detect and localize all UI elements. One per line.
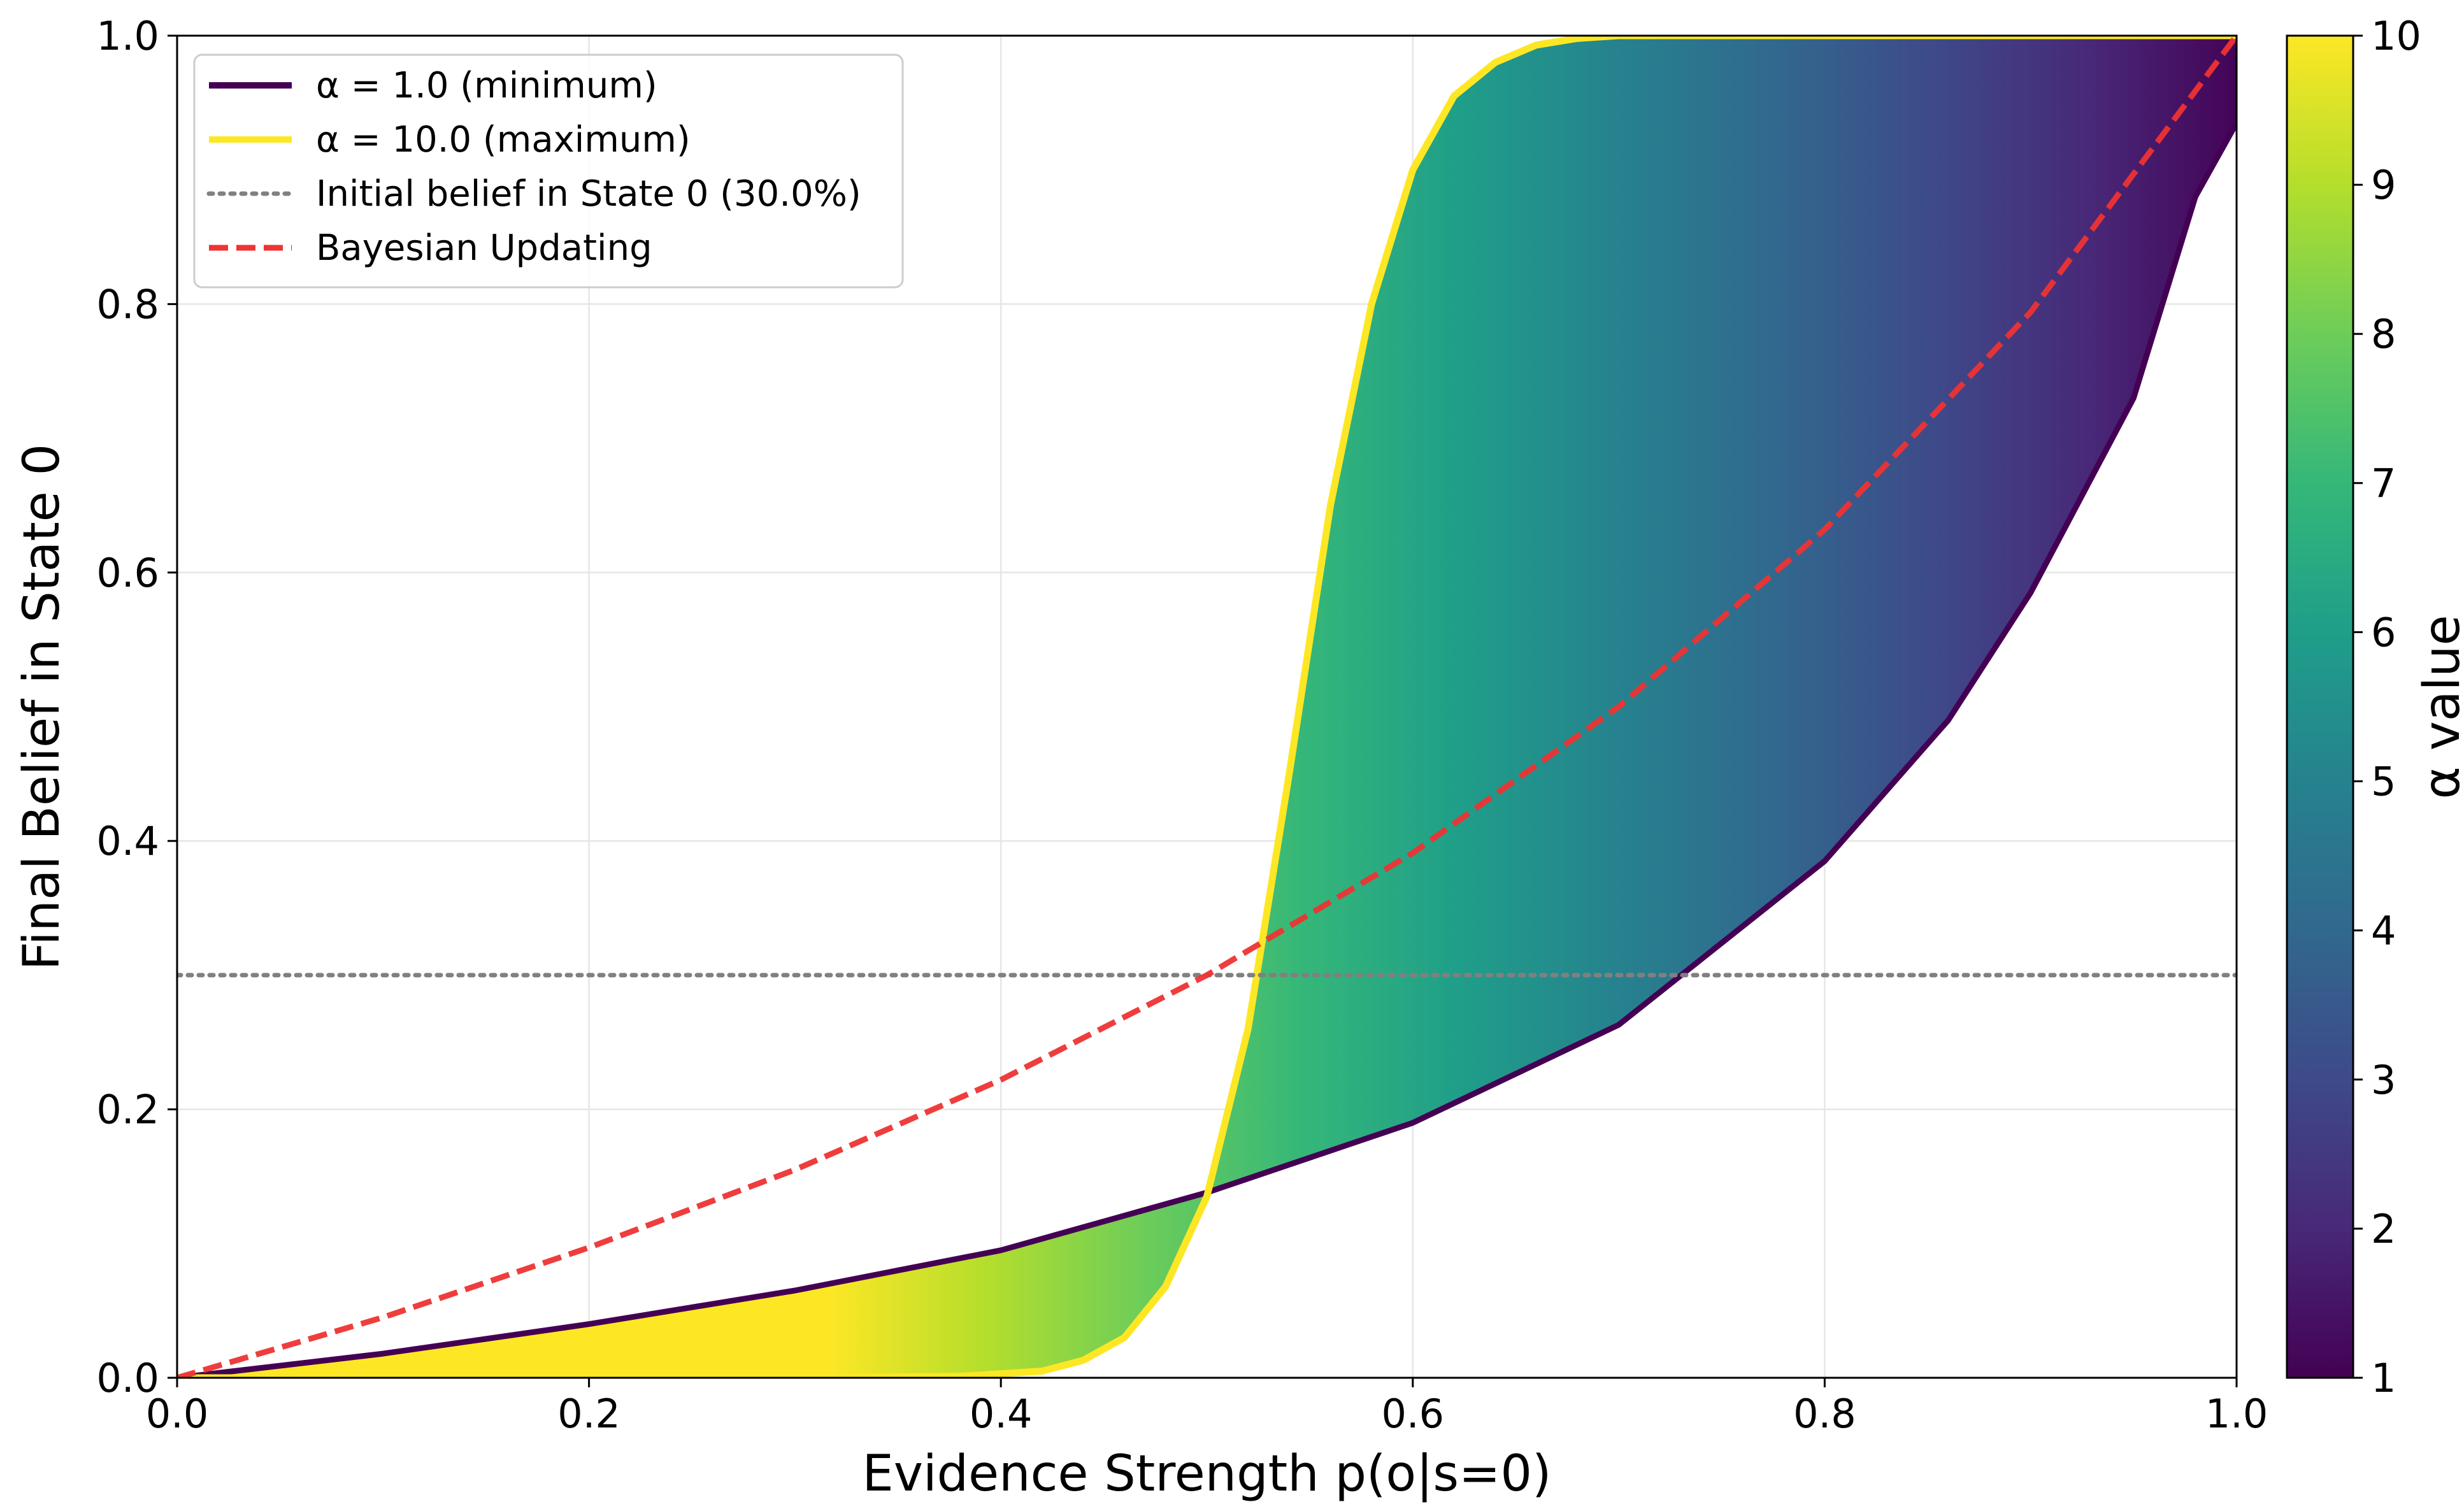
y-tick-label: 0.0: [96, 1355, 159, 1401]
legend-frame: [193, 54, 904, 289]
colorbar-tick-label: 3: [2371, 1057, 2396, 1103]
x-tick-label: 0.8: [1793, 1391, 1856, 1437]
x-axis: 0.0 0.2 0.4 0.6 0.8 1.0: [146, 1378, 2268, 1437]
alpha-min-line: [177, 121, 2237, 1378]
colorbar: α value 1 2 3 4 5 6 7 8 9 10: [2286, 13, 2464, 1401]
colorbar-tick-label: 1: [2371, 1355, 2396, 1401]
x-tick-label: 0.2: [557, 1391, 620, 1437]
legend: α = 1.0 (minimum) α = 10.0 (maximum) Initi…: [193, 54, 904, 289]
colorbar-tick-label: 7: [2371, 460, 2396, 506]
colorbar-tick-label: 9: [2371, 162, 2396, 208]
x-tick-label: 0.4: [970, 1391, 1033, 1437]
y-tick-label: 0.2: [96, 1087, 159, 1133]
plot-frame: [176, 34, 2238, 1379]
y-tick-label: 0.8: [96, 281, 159, 327]
x-axis-label: Evidence Strength p(o|s=0): [863, 1445, 1552, 1503]
x-tick-label: 0.0: [146, 1391, 209, 1437]
x-tick-label: 1.0: [2205, 1391, 2268, 1437]
colorbar-tick-label: 8: [2371, 311, 2396, 357]
colorbar-tick-label: 6: [2371, 609, 2396, 655]
legend-label: α = 1.0 (minimum): [316, 65, 657, 106]
colorbar-tick-label: 2: [2371, 1206, 2396, 1252]
colorbar-tick-label: 4: [2371, 908, 2396, 954]
colorbar-strip: [2286, 34, 2354, 1379]
legend-label: Bayesian Updating: [316, 227, 652, 269]
y-axis-label: Final Belief in State 0: [13, 444, 71, 970]
alpha-band-area: [177, 36, 2237, 1378]
y-tick-label: 0.4: [96, 818, 159, 864]
legend-label: Initial belief in State 0 (30.0%): [316, 173, 861, 215]
y-tick-label: 0.6: [96, 550, 159, 596]
y-tick-label: 1.0: [96, 13, 159, 59]
x-tick-label: 0.6: [1381, 1391, 1444, 1437]
y-axis: 0.0 0.2 0.4 0.6 0.8 1.0: [96, 13, 177, 1401]
bayesian-updating-line: [177, 36, 2237, 1378]
colorbar-tick-label: 10: [2371, 13, 2421, 59]
colorbar-tick-label: 5: [2371, 759, 2396, 805]
colorbar-label: α value: [2414, 615, 2464, 799]
legend-label: α = 10.0 (maximum): [316, 119, 691, 161]
